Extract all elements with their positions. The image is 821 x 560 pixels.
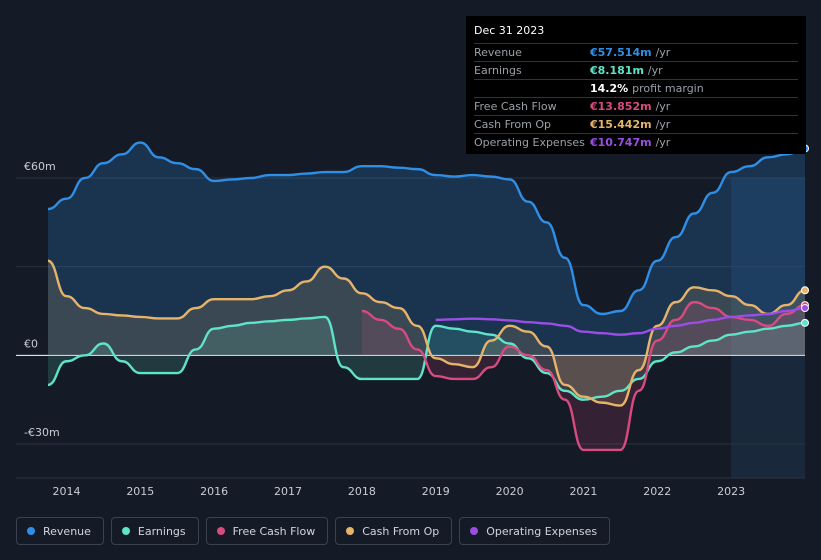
tooltip-value: €15.442m <box>590 118 652 131</box>
legend-item-free-cash-flow[interactable]: Free Cash Flow <box>205 517 329 545</box>
area-cash-from-op <box>48 260 805 406</box>
tooltip-unit: /yr <box>655 100 671 113</box>
legend-label: Earnings <box>137 524 186 538</box>
tooltip-row-operating-expenses: Operating Expenses €10.747m /yr <box>474 134 798 151</box>
tooltip-value: €13.852m <box>590 100 652 113</box>
tooltip-label: Free Cash Flow <box>474 100 557 113</box>
tooltip-label: Earnings <box>474 64 522 77</box>
legend: Revenue Earnings Free Cash Flow Cash Fro… <box>16 517 611 545</box>
legend-label: Revenue <box>43 524 91 538</box>
tooltip-unit: profit margin <box>632 82 704 95</box>
legend-label: Operating Expenses <box>486 524 598 538</box>
line-earnings <box>47 315 806 401</box>
tooltip-unit: /yr <box>647 64 663 77</box>
legend-dot-icon <box>27 527 35 535</box>
area-earnings <box>48 316 805 400</box>
tooltip-unit: /yr <box>655 136 671 149</box>
line-revenue <box>47 141 806 316</box>
legend-item-operating-expenses[interactable]: Operating Expenses <box>459 517 611 545</box>
x-tick-label: 2021 <box>569 485 597 498</box>
series-lines <box>47 141 809 452</box>
legend-label: Free Cash Flow <box>232 524 316 538</box>
area-revenue <box>48 142 805 356</box>
tooltip-row-cash-from-op: Cash From Op €15.442m /yr <box>474 116 798 134</box>
y-tick-label: -€30m <box>24 426 60 439</box>
tooltip-value: €10.747m <box>590 136 652 149</box>
tooltip-row-revenue: Revenue €57.514m /yr <box>474 44 798 62</box>
axes: €60m €0 -€30m 2014 2015 2016 2017 2018 2019 2020 2… <box>24 160 745 498</box>
tooltip-unit: /yr <box>655 118 671 131</box>
y-tick-label: €0 <box>24 337 38 350</box>
x-tick-label: 2020 <box>496 485 524 498</box>
end-point-cash-from-op <box>801 286 809 295</box>
series-areas <box>48 142 805 450</box>
grid <box>16 177 805 479</box>
tooltip-label: Operating Expenses <box>474 136 585 149</box>
x-tick-label: 2015 <box>126 485 154 498</box>
legend-item-revenue[interactable]: Revenue <box>16 517 104 545</box>
tooltip-label: Cash From Op <box>474 118 552 131</box>
legend-dot-icon <box>121 527 130 535</box>
tooltip-row-earnings: Earnings €8.181m /yr <box>474 62 798 80</box>
tooltip-date: Dec 31 2023 <box>474 24 798 44</box>
x-tick-label: 2016 <box>200 485 228 498</box>
legend-item-cash-from-op[interactable]: Cash From Op <box>335 517 453 545</box>
end-point-earnings <box>801 318 809 327</box>
line-cash-from-op <box>47 259 806 407</box>
x-tick-label: 2023 <box>717 485 745 498</box>
tooltip-label: Revenue <box>474 46 522 59</box>
x-tick-label: 2022 <box>643 485 671 498</box>
tooltip-value: 14.2% <box>590 82 629 95</box>
x-tick-label: 2019 <box>422 485 450 498</box>
tooltip-unit: /yr <box>655 46 671 59</box>
legend-label: Cash From Op <box>362 524 440 538</box>
area-free-cash-flow <box>361 302 805 450</box>
tooltip: Dec 31 2023 Revenue €57.514m /yr Earning… <box>466 16 806 154</box>
legend-dot-icon <box>346 527 355 535</box>
legend-dot-icon <box>216 527 225 535</box>
legend-item-earnings[interactable]: Earnings <box>110 517 199 545</box>
y-tick-label: €60m <box>24 160 56 173</box>
legend-dot-icon <box>470 527 479 535</box>
tooltip-value: €8.181m <box>590 64 644 77</box>
tooltip-row-profit-margin: 14.2% profit margin <box>474 80 798 98</box>
line-operating-expenses <box>435 306 806 336</box>
x-tick-label: 2017 <box>274 485 302 498</box>
tooltip-value: €57.514m <box>590 46 652 59</box>
x-tick-label: 2018 <box>348 485 376 498</box>
end-point-operating-expenses <box>801 304 809 313</box>
x-tick-label: 2014 <box>52 485 80 498</box>
tooltip-row-free-cash-flow: Free Cash Flow €13.852m /yr <box>474 98 798 116</box>
